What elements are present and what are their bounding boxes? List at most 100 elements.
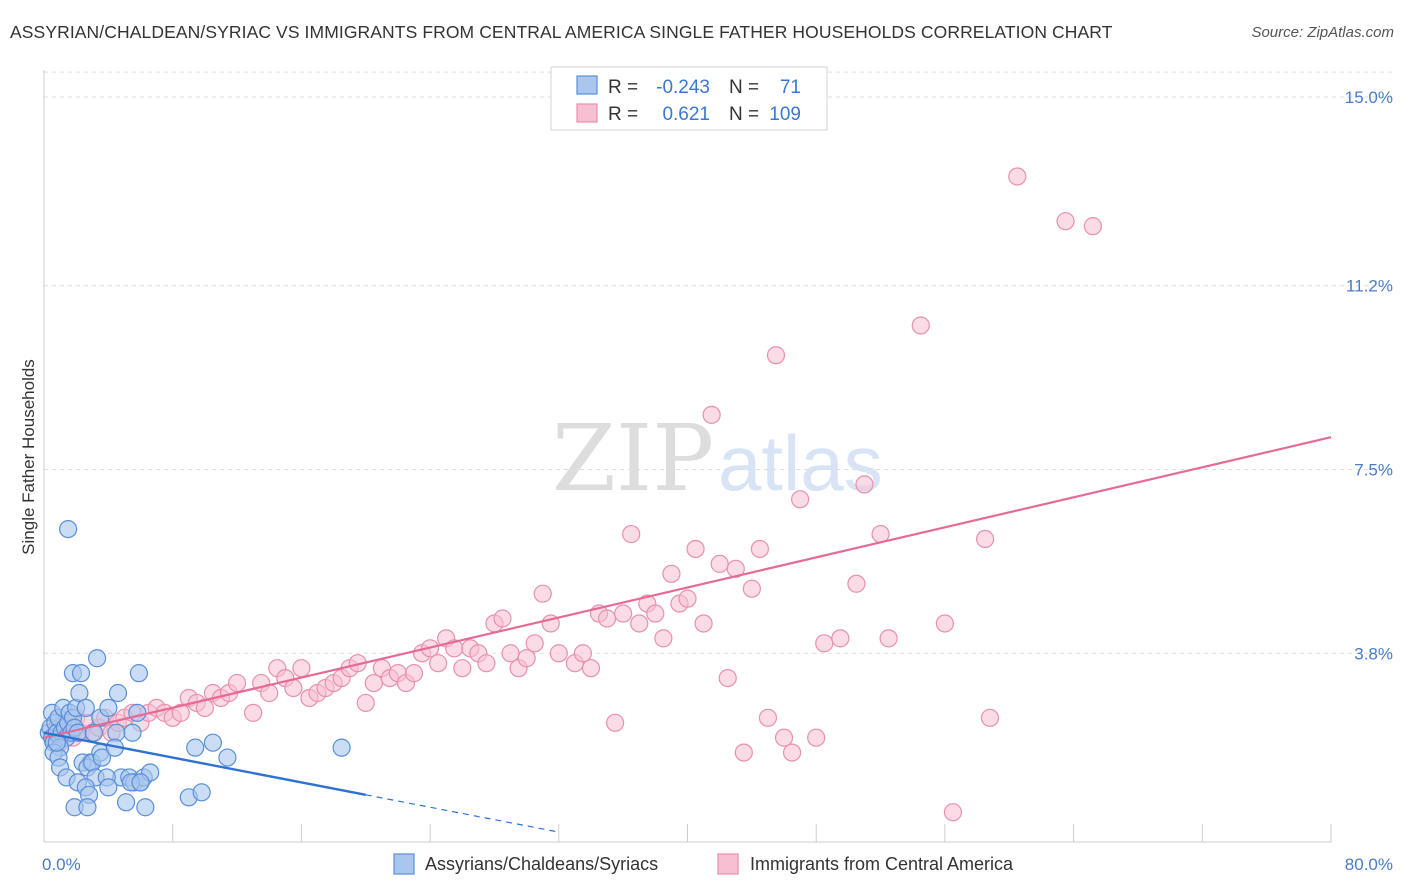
legend-n-value-pink: 109 <box>769 104 801 125</box>
legend-r-label-pink: R = <box>608 104 638 125</box>
bottom-legend-label-pink: Immigrants from Central America <box>750 854 1014 874</box>
bottom-legend-swatch-blue <box>393 853 415 875</box>
point-assyrian-23 <box>59 519 78 539</box>
point-assyrian-61 <box>78 798 97 817</box>
legend-r-value-blue: -0.243 <box>656 77 710 98</box>
watermark: ZIP atlas <box>552 405 883 512</box>
point-central-america-90 <box>742 579 761 598</box>
legend-n-label-blue: N = <box>729 77 759 98</box>
point-central-america-49 <box>404 664 424 683</box>
y-tick-label-0: 3.8% <box>1354 644 1393 663</box>
point-assyrian-68 <box>131 773 150 792</box>
trend-line-assyrians <box>43 731 366 796</box>
point-assyrian-63 <box>192 783 211 802</box>
x-ticks <box>172 824 1332 842</box>
point-central-america-95 <box>782 743 802 762</box>
point-central-america-35 <box>292 659 311 678</box>
series-assyrians <box>39 519 351 817</box>
legend-r-label-blue: R = <box>608 77 638 98</box>
point-assyrian-42 <box>92 748 112 767</box>
x-tick-label-0: 0.0% <box>42 855 81 874</box>
watermark-zip: ZIP <box>552 405 714 512</box>
point-central-america-110 <box>1056 212 1075 231</box>
legend-n-value-blue: 71 <box>780 77 801 98</box>
trend-lines <box>43 436 1332 833</box>
y-tick-label-3: 15.0% <box>1345 88 1393 107</box>
point-central-america-74 <box>614 604 633 623</box>
point-assyrian-27 <box>76 698 95 718</box>
point-central-america-34 <box>284 678 303 698</box>
point-central-america-98 <box>815 634 834 653</box>
point-assyrian-65 <box>218 748 237 767</box>
legend-n-label-pink: N = <box>729 104 759 125</box>
point-central-america-79 <box>654 629 673 648</box>
trend-line-central-america <box>43 436 1332 739</box>
legend-swatch-blue <box>576 75 598 95</box>
y-tick-label-1: 7.5% <box>1354 461 1393 480</box>
point-central-america-96 <box>791 490 810 509</box>
point-central-america-97 <box>807 728 826 747</box>
point-assyrian-56 <box>99 778 118 797</box>
point-central-america-104 <box>911 316 930 335</box>
point-central-america-43 <box>356 693 375 713</box>
point-central-america-55 <box>453 659 472 678</box>
point-assyrian-35 <box>128 703 147 722</box>
point-central-america-87 <box>718 668 737 688</box>
point-central-america-86 <box>710 554 729 573</box>
point-central-america-103 <box>879 629 898 648</box>
point-assyrian-67 <box>332 738 351 757</box>
point-central-america-67 <box>549 644 568 663</box>
trend-line-assyrians-extension <box>365 794 559 833</box>
point-assyrian-29 <box>87 649 107 668</box>
point-assyrian-26 <box>71 664 91 683</box>
point-central-america-28 <box>227 673 247 693</box>
x-tick-label-1: 80.0% <box>1345 855 1393 874</box>
point-central-america-88 <box>726 559 745 578</box>
legend-swatch-pink <box>576 103 598 123</box>
point-central-america-63 <box>517 649 536 668</box>
point-central-america-94 <box>774 728 794 747</box>
point-central-america-92 <box>758 708 778 727</box>
point-assyrian-31 <box>99 698 118 718</box>
point-central-america-105 <box>935 614 955 633</box>
point-central-america-108 <box>980 708 1000 727</box>
point-central-america-82 <box>678 589 697 608</box>
y-axis-title: Single Father Households <box>19 359 38 555</box>
bottom-legend-label-blue: Assyrians/Chaldeans/Syriacs <box>425 854 658 874</box>
point-central-america-73 <box>606 713 625 732</box>
point-central-america-70 <box>581 659 601 678</box>
point-central-america-106 <box>943 803 963 822</box>
chart-source: Source: ZipAtlas.com <box>1251 24 1394 41</box>
point-central-america-89 <box>734 743 753 762</box>
legend: R = -0.243 N = 71 R = 0.621 N = 109 <box>550 66 828 131</box>
point-assyrian-59 <box>136 798 155 817</box>
point-central-america-61 <box>501 644 520 663</box>
point-central-america-75 <box>622 524 641 544</box>
point-central-america-64 <box>525 634 544 653</box>
point-central-america-100 <box>847 574 866 593</box>
point-central-america-60 <box>493 609 512 628</box>
bottom-legend-swatch-pink <box>717 853 739 875</box>
point-central-america-99 <box>831 629 850 648</box>
point-central-america-65 <box>533 584 552 603</box>
point-assyrian-57 <box>116 793 136 812</box>
point-central-america-109 <box>1008 167 1027 186</box>
bottom-legend: Assyrians/Chaldeans/Syriacs Immigrants f… <box>393 853 1014 875</box>
point-central-america-91 <box>750 539 769 559</box>
point-central-america-84 <box>694 614 713 633</box>
point-central-america-93 <box>766 346 786 365</box>
point-central-america-101 <box>855 475 874 494</box>
point-central-america-107 <box>976 529 995 549</box>
point-central-america-21 <box>171 703 190 722</box>
point-central-america-85 <box>702 405 721 424</box>
point-central-america-44 <box>364 673 383 693</box>
point-central-america-29 <box>244 703 263 722</box>
point-assyrian-66 <box>186 738 205 757</box>
y-tick-label-2: 11.2% <box>1346 277 1393 296</box>
point-assyrian-64 <box>203 733 223 752</box>
x-tick-labels: 0.0% 80.0% <box>42 855 1393 874</box>
point-central-america-76 <box>630 614 649 633</box>
point-assyrian-33 <box>108 683 128 703</box>
y-tick-labels: 3.8% 7.5% 11.2% 15.0% <box>1345 88 1393 663</box>
